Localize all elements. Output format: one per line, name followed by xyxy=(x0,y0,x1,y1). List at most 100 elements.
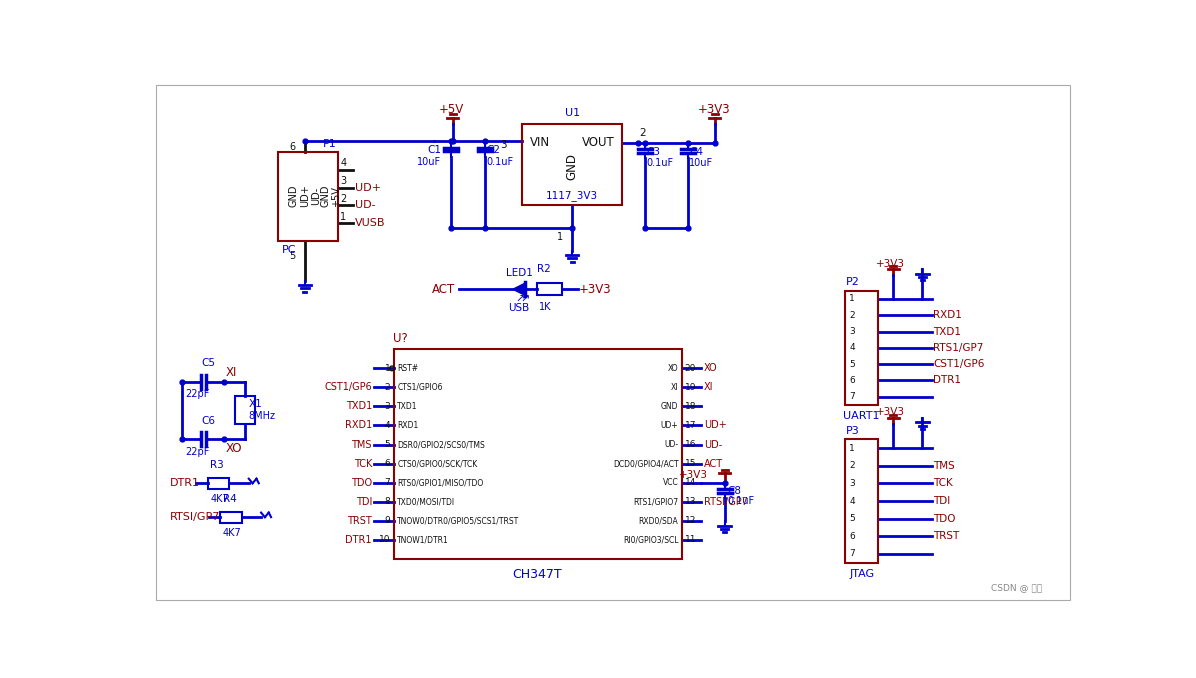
Bar xyxy=(846,291,878,405)
Text: TNOW1/DTR1: TNOW1/DTR1 xyxy=(397,535,450,544)
Text: JTAG: JTAG xyxy=(849,569,874,579)
Text: 0.1uF: 0.1uF xyxy=(487,157,514,167)
Text: 1: 1 xyxy=(385,364,390,373)
Text: +5V: +5V xyxy=(439,103,464,117)
Text: XI: XI xyxy=(703,382,713,393)
Text: 4: 4 xyxy=(385,421,390,430)
Text: 10: 10 xyxy=(379,535,390,544)
Text: 1117_3V3: 1117_3V3 xyxy=(547,190,598,201)
Text: TCK: TCK xyxy=(933,479,953,488)
Text: 1K: 1K xyxy=(539,302,551,312)
Text: 0.1uF: 0.1uF xyxy=(727,496,755,506)
Text: DTR1: DTR1 xyxy=(170,478,200,488)
Text: 5: 5 xyxy=(385,440,390,449)
Text: P1: P1 xyxy=(323,139,336,149)
Text: RTSI/GP7: RTSI/GP7 xyxy=(703,497,748,506)
Text: TDI: TDI xyxy=(355,497,372,506)
Text: XO: XO xyxy=(667,364,678,373)
Text: USB: USB xyxy=(508,303,530,313)
Text: 4: 4 xyxy=(849,343,855,353)
Text: UART1: UART1 xyxy=(843,411,880,421)
Text: +3V3: +3V3 xyxy=(697,103,731,117)
Text: 2: 2 xyxy=(385,383,390,392)
Text: 8MHz: 8MHz xyxy=(249,412,276,421)
Text: RTS0/GPIO1/MISO/TDO: RTS0/GPIO1/MISO/TDO xyxy=(397,478,483,487)
Text: CTS0/GPIO0/SCK/TCK: CTS0/GPIO0/SCK/TCK xyxy=(397,459,477,468)
Text: RST#: RST# xyxy=(397,364,419,373)
Text: ACT: ACT xyxy=(703,458,722,468)
Bar xyxy=(277,152,338,241)
Text: RTSI/GP7: RTSI/GP7 xyxy=(170,512,220,522)
Bar xyxy=(208,478,230,489)
Text: U?: U? xyxy=(393,332,408,346)
Text: 12: 12 xyxy=(684,516,696,525)
Text: TRST: TRST xyxy=(347,516,372,525)
Text: 16: 16 xyxy=(684,440,696,449)
Text: DSR0/GPIO2/SCS0/TMS: DSR0/GPIO2/SCS0/TMS xyxy=(397,440,486,449)
Text: TRST: TRST xyxy=(933,531,959,541)
Text: 22pF: 22pF xyxy=(185,447,209,457)
Bar xyxy=(846,439,878,563)
Text: 4K7: 4K7 xyxy=(210,494,228,504)
Text: TXD1: TXD1 xyxy=(933,327,962,336)
Text: 1: 1 xyxy=(849,294,855,304)
Text: R4: R4 xyxy=(222,494,237,504)
Text: C6: C6 xyxy=(202,416,215,426)
Text: XO: XO xyxy=(703,363,718,374)
Text: 1: 1 xyxy=(849,443,855,453)
Text: TCK: TCK xyxy=(354,458,372,468)
Text: +3V3: +3V3 xyxy=(678,471,708,480)
Text: 20: 20 xyxy=(684,364,696,373)
Text: RTS1/GP7: RTS1/GP7 xyxy=(933,343,983,353)
Text: C5: C5 xyxy=(202,358,215,367)
Text: CST1/GP6: CST1/GP6 xyxy=(324,382,372,393)
Text: DCD0/GPIO4/ACT: DCD0/GPIO4/ACT xyxy=(612,459,678,468)
Text: 7: 7 xyxy=(849,392,855,401)
Text: DTR1: DTR1 xyxy=(933,376,962,385)
Text: VIN: VIN xyxy=(530,136,550,149)
Text: UD-: UD- xyxy=(703,439,722,450)
Text: 7: 7 xyxy=(849,549,855,558)
Text: XI: XI xyxy=(671,383,678,392)
Text: 6: 6 xyxy=(849,376,855,385)
Text: UD-: UD- xyxy=(311,187,322,205)
Text: C4: C4 xyxy=(689,147,703,157)
Text: 3: 3 xyxy=(849,479,855,488)
Bar xyxy=(523,123,622,205)
Text: 11: 11 xyxy=(684,535,696,544)
Text: GND: GND xyxy=(321,185,331,207)
Text: U1: U1 xyxy=(565,108,580,119)
Text: 5: 5 xyxy=(289,251,295,261)
Text: 4K7: 4K7 xyxy=(222,528,242,538)
Text: R2: R2 xyxy=(537,264,551,274)
Text: TDI: TDI xyxy=(933,496,951,506)
Text: 19: 19 xyxy=(684,383,696,392)
Text: 10uF: 10uF xyxy=(689,159,713,168)
Text: CTS1/GPIO6: CTS1/GPIO6 xyxy=(397,383,443,392)
Text: ACT: ACT xyxy=(432,283,456,296)
Text: 5: 5 xyxy=(849,359,855,369)
Text: VOUT: VOUT xyxy=(581,136,615,149)
Text: RXD1: RXD1 xyxy=(397,421,419,430)
Text: 1: 1 xyxy=(557,232,563,242)
Text: 13: 13 xyxy=(684,497,696,506)
Text: CST1/GP6: CST1/GP6 xyxy=(933,359,984,369)
Text: 14: 14 xyxy=(684,478,696,487)
Text: +3V3: +3V3 xyxy=(579,283,611,296)
Text: TXD0/MOSI/TDI: TXD0/MOSI/TDI xyxy=(397,497,456,506)
Text: XO: XO xyxy=(226,442,242,455)
Text: DTR1: DTR1 xyxy=(346,535,372,544)
Text: 2: 2 xyxy=(639,128,646,138)
Text: 6: 6 xyxy=(385,459,390,468)
Text: CH347T: CH347T xyxy=(513,568,562,581)
Text: +3V3: +3V3 xyxy=(877,259,905,269)
Bar xyxy=(393,349,682,559)
Text: 6: 6 xyxy=(849,532,855,541)
Text: GND: GND xyxy=(661,402,678,411)
Text: 10uF: 10uF xyxy=(417,157,441,167)
Text: 22pF: 22pF xyxy=(185,389,209,399)
Text: RTS1/GPIO7: RTS1/GPIO7 xyxy=(633,497,678,506)
Text: TXD1: TXD1 xyxy=(346,401,372,412)
Text: PC: PC xyxy=(282,245,297,255)
Text: TNOW0/DTR0/GPIO5/SCS1/TRST: TNOW0/DTR0/GPIO5/SCS1/TRST xyxy=(397,516,519,525)
